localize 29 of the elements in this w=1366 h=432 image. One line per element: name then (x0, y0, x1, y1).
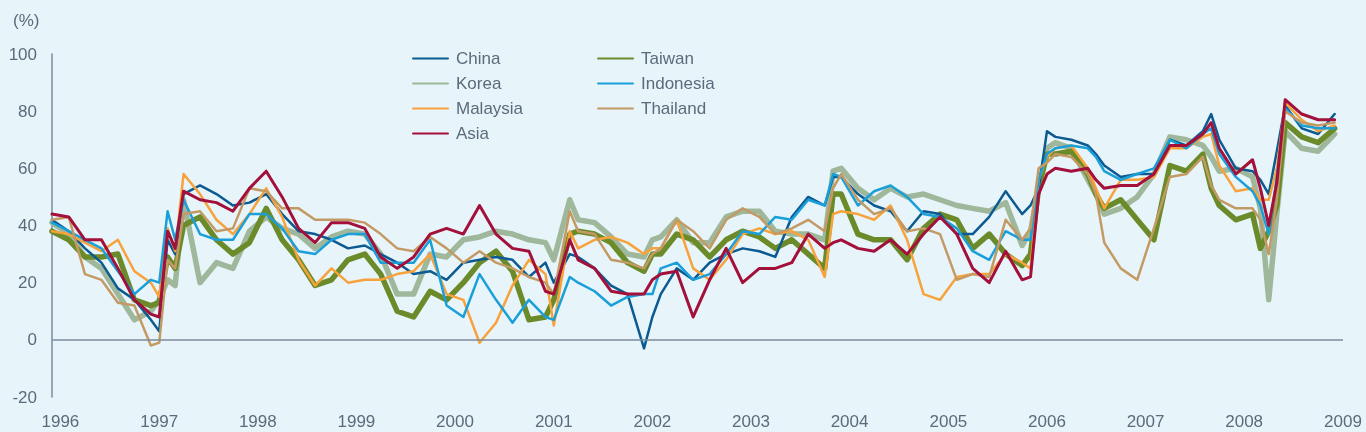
y-axis-title: (%) (13, 11, 40, 30)
legend-label: Korea (456, 74, 502, 93)
x-tick-label: 2007 (1126, 412, 1165, 431)
legend-label: Indonesia (641, 74, 716, 93)
y-tick-label: 60 (18, 158, 37, 178)
y-tick-label: 0 (27, 330, 37, 350)
legend-label: China (456, 49, 501, 68)
x-tick-label: 1997 (140, 412, 179, 431)
y-tick-label: 80 (18, 101, 37, 121)
y-tick-label: 20 (18, 273, 37, 293)
legend-label: Thailand (641, 99, 707, 118)
legend-label: Malaysia (456, 99, 524, 118)
x-tick-label: 2006 (1028, 412, 1066, 431)
x-tick-label: 2000 (436, 412, 474, 431)
x-tick-label: 1998 (238, 412, 277, 431)
y-tick-label: 100 (8, 44, 37, 64)
legend-label: Taiwan (641, 49, 694, 68)
x-tick-label: 1999 (337, 412, 376, 431)
x-tick-label: 2004 (830, 412, 869, 431)
x-tick-label: 2003 (732, 412, 770, 431)
x-tick-label: 1996 (41, 412, 80, 431)
x-tick-label: 2009 (1324, 412, 1362, 431)
x-tick-label: 2001 (534, 412, 573, 431)
x-tick-label: 2005 (929, 412, 968, 431)
x-tick-label: 2002 (633, 412, 672, 431)
x-tick-label: 2008 (1225, 412, 1264, 431)
y-tick-label: 40 (18, 216, 37, 235)
y-tick-label: -20 (12, 387, 37, 407)
legend-label: Asia (456, 124, 490, 143)
